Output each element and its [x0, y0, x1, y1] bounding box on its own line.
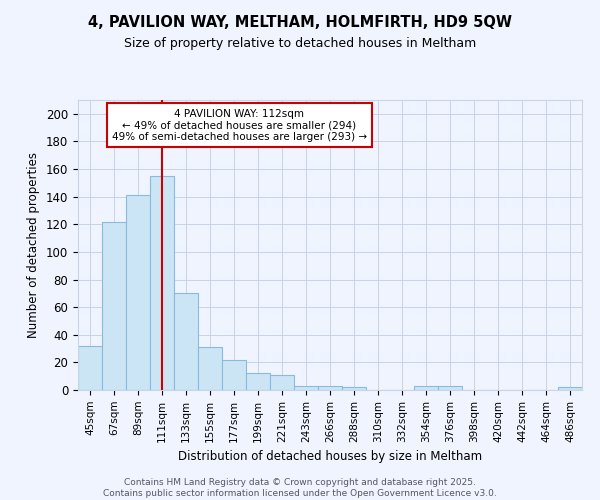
Bar: [414, 386, 438, 390]
Text: 4, PAVILION WAY, MELTHAM, HOLMFIRTH, HD9 5QW: 4, PAVILION WAY, MELTHAM, HOLMFIRTH, HD9…: [88, 15, 512, 30]
Y-axis label: Number of detached properties: Number of detached properties: [28, 152, 40, 338]
Bar: [78, 346, 102, 390]
Bar: [558, 387, 582, 390]
Text: Size of property relative to detached houses in Meltham: Size of property relative to detached ho…: [124, 38, 476, 51]
Bar: [150, 176, 174, 390]
Bar: [438, 386, 462, 390]
Text: 4 PAVILION WAY: 112sqm
← 49% of detached houses are smaller (294)
49% of semi-de: 4 PAVILION WAY: 112sqm ← 49% of detached…: [112, 108, 367, 142]
Bar: [102, 222, 126, 390]
Bar: [318, 386, 342, 390]
Bar: [246, 374, 270, 390]
X-axis label: Distribution of detached houses by size in Meltham: Distribution of detached houses by size …: [178, 450, 482, 463]
Bar: [222, 360, 246, 390]
Bar: [270, 375, 294, 390]
Text: Contains HM Land Registry data © Crown copyright and database right 2025.
Contai: Contains HM Land Registry data © Crown c…: [103, 478, 497, 498]
Bar: [342, 387, 366, 390]
Bar: [174, 294, 198, 390]
Bar: [126, 196, 150, 390]
Bar: [198, 347, 222, 390]
Bar: [294, 386, 318, 390]
